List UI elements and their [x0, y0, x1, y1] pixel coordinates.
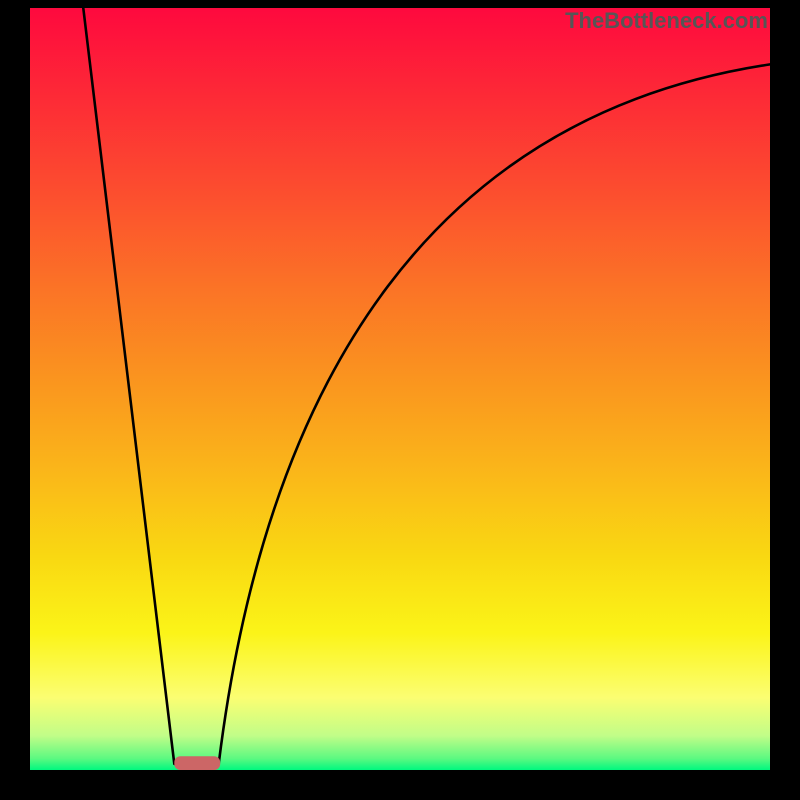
frame-bottom [0, 770, 800, 800]
frame-left [0, 0, 30, 800]
chart-container: TheBottleneck.com [0, 0, 800, 800]
watermark-text: TheBottleneck.com [565, 8, 768, 34]
plot-area [30, 8, 770, 770]
frame-right [770, 0, 800, 800]
frame-top [0, 0, 800, 8]
